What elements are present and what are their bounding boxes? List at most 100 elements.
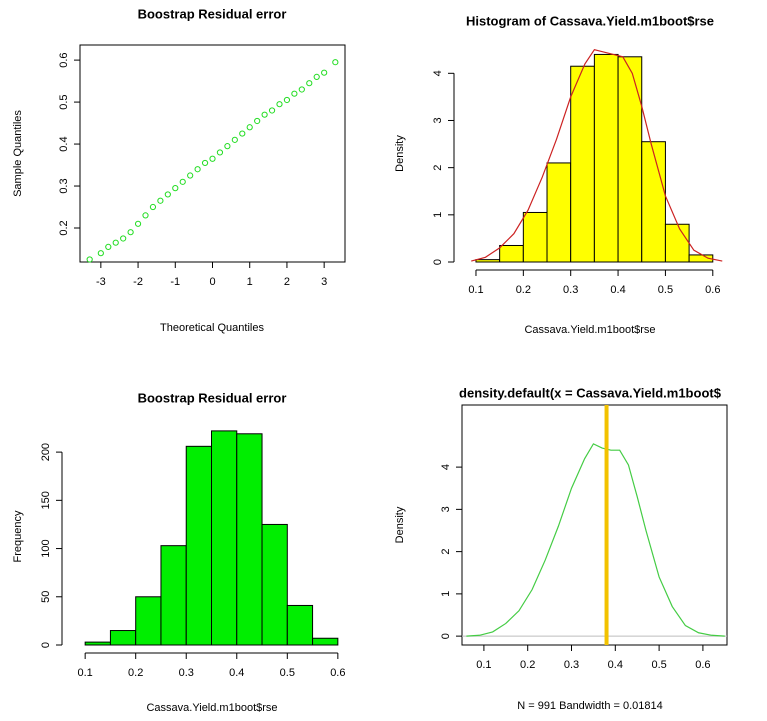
chart-title: Boostrap Residual error (138, 6, 287, 21)
y-tick-label: 4 (440, 464, 452, 470)
y-tick-label: 1 (440, 591, 452, 597)
y-tick-label: 0.4 (58, 136, 70, 151)
point (149, 203, 157, 211)
point (187, 172, 194, 179)
chart-title: Boostrap Residual error (138, 390, 287, 405)
point (105, 243, 112, 250)
point (194, 166, 201, 173)
point (201, 159, 209, 167)
y-tick-label: 2 (432, 165, 444, 171)
bar (499, 244, 524, 263)
chart-title: density.default(x = Cassava.Yield.m1boot… (459, 385, 722, 400)
point (246, 124, 253, 131)
point (254, 117, 261, 125)
point (157, 197, 164, 204)
x-tick-label: 0.3 (563, 284, 578, 296)
point (332, 59, 339, 66)
x-tick-label: 0.2 (516, 284, 531, 296)
point (120, 235, 127, 242)
y-tick-label: 4 (432, 70, 444, 76)
bar (185, 445, 213, 646)
y-tick-label: 1 (432, 212, 444, 218)
x-tick-label: 3 (321, 276, 327, 288)
point (179, 178, 186, 185)
point (112, 239, 119, 246)
bar (664, 223, 690, 263)
x-axis-label: N = 991 Bandwidth = 0.01814 (517, 700, 663, 712)
point (142, 212, 149, 219)
bar (546, 162, 572, 263)
x-axis-label: Cassava.Yield.m1boot$rse (146, 702, 277, 714)
y-tick-label: 100 (40, 539, 52, 557)
y-axis-label: Frequency (12, 510, 24, 562)
point (276, 101, 283, 108)
bar (312, 637, 339, 646)
x-tick-label: 0 (209, 276, 215, 288)
bar (286, 604, 314, 646)
y-tick-label: 200 (40, 443, 52, 461)
density-curve (471, 49, 723, 262)
point (209, 155, 216, 162)
x-tick-label: 0.4 (229, 667, 244, 679)
point (268, 107, 276, 114)
x-tick-label: 0.6 (705, 284, 720, 296)
plot-box (461, 404, 728, 646)
x-tick-label: 0.2 (520, 659, 535, 671)
y-tick-label: 3 (440, 506, 452, 512)
bar (688, 254, 714, 263)
x-tick-label: 0.6 (330, 667, 345, 679)
x-tick-label: 0.5 (651, 659, 666, 671)
point (313, 73, 320, 80)
y-tick-label: 150 (40, 491, 52, 509)
y-tick-label: 0.2 (58, 220, 70, 235)
chart-title: Histogram of Cassava.Yield.m1boot$rse (466, 13, 714, 28)
bar (211, 430, 238, 646)
bar (160, 545, 187, 646)
y-tick-label: 2 (440, 549, 452, 555)
x-tick-label: 1 (247, 276, 253, 288)
x-tick-label: -1 (170, 276, 180, 288)
point (283, 96, 291, 104)
x-tick-label: 0.4 (610, 284, 625, 296)
density-curve (466, 443, 725, 637)
point (231, 136, 238, 143)
x-axis-label: Theoretical Quantiles (160, 322, 264, 334)
y-tick-label: 3 (432, 117, 444, 123)
x-tick-label: 0.1 (78, 667, 93, 679)
bar (522, 211, 548, 263)
bar (641, 141, 666, 263)
bar (84, 641, 111, 646)
bar (261, 523, 288, 646)
x-tick-label: 0.5 (658, 284, 673, 296)
point (172, 185, 179, 192)
x-tick-label: 0.3 (564, 659, 579, 671)
point (86, 256, 93, 263)
bar (236, 433, 263, 646)
x-tick-label: 0.1 (468, 284, 483, 296)
point (97, 250, 104, 257)
bar (109, 630, 137, 646)
point (291, 90, 298, 97)
x-tick-label: -2 (133, 276, 143, 288)
x-axis-label: Cassava.Yield.m1boot$rse (524, 324, 655, 336)
y-tick-label: 0.3 (58, 178, 70, 193)
point (321, 69, 328, 76)
x-tick-label: 0.2 (128, 667, 143, 679)
plot-box (79, 44, 346, 263)
point (261, 111, 268, 118)
y-axis-label: Sample Quantiles (12, 110, 24, 197)
point (164, 191, 171, 198)
y-tick-label: 0 (440, 633, 452, 639)
point (134, 220, 142, 227)
bar (570, 65, 595, 263)
x-tick-label: 2 (284, 276, 290, 288)
x-tick-label: 0.3 (179, 667, 194, 679)
y-tick-label: 0.6 (58, 52, 70, 67)
point (224, 143, 231, 150)
x-tick-label: -3 (96, 276, 106, 288)
bar (617, 56, 643, 263)
x-tick-label: 0.1 (476, 659, 491, 671)
point (127, 229, 134, 236)
point (306, 80, 313, 87)
